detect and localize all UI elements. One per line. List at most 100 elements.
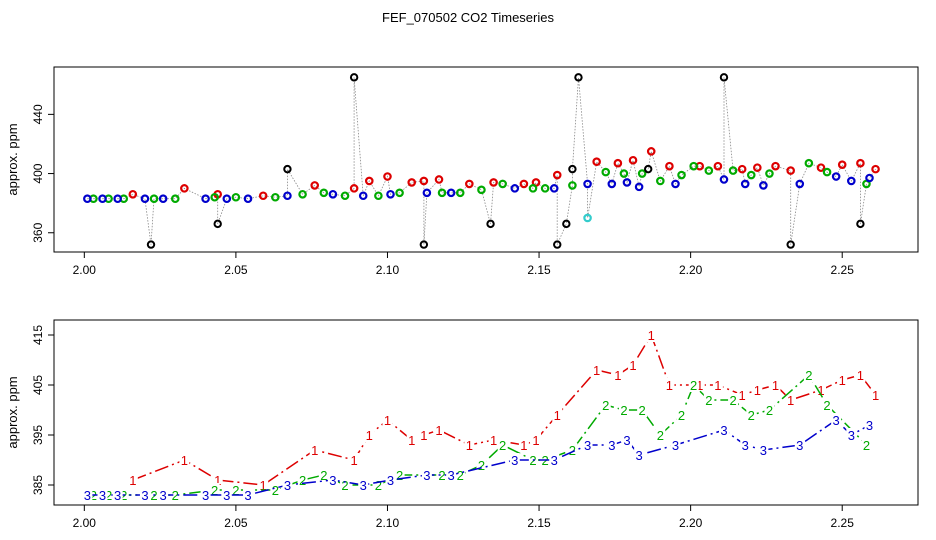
series-3-label: 3: [244, 488, 251, 503]
series-2-label: 2: [639, 403, 646, 418]
series-2-label-bg: [170, 488, 181, 502]
series-3-point: [201, 194, 210, 204]
series-3-point: [328, 189, 338, 199]
series-3-point: [83, 194, 92, 204]
series-3-label: 3: [833, 413, 840, 428]
series-3-point: [607, 179, 617, 189]
series-1-label: 1: [714, 378, 721, 393]
series-1-label-bg: [646, 328, 657, 342]
series-3-point: [358, 191, 368, 201]
series-2-label-bg: [497, 438, 508, 452]
series-2-label-bg: [230, 483, 241, 497]
series-2-label: 2: [478, 458, 485, 473]
series-3-label: 3: [141, 488, 148, 503]
series-2-point: [340, 191, 350, 201]
series-3-label-bg: [549, 453, 560, 467]
series-2-label: 2: [748, 408, 755, 423]
series-1-label: 1: [787, 393, 794, 408]
series-3-point: [622, 178, 632, 187]
series-3-label-bg: [509, 453, 520, 467]
series-2-label-bg: [618, 403, 629, 417]
series-3-label: 3: [760, 443, 767, 458]
series-3-label-bg: [758, 443, 769, 457]
series-1-label-bg: [552, 408, 563, 422]
series-3-label-bg: [358, 478, 369, 492]
series-2-label-bg: [340, 478, 351, 492]
series-2-label: 2: [805, 368, 812, 383]
series-1-point: [646, 147, 656, 156]
series-2-label-bg: [373, 478, 384, 492]
series-2-label-bg: [318, 468, 329, 482]
series-3-label: 3: [848, 428, 855, 443]
outlier-point: [643, 164, 653, 174]
series-1-label-bg: [418, 428, 429, 442]
series-2-point: [540, 184, 550, 193]
series-2-label: 2: [690, 378, 697, 393]
x-tick-label: 2.20: [679, 263, 703, 277]
series-3-label-bg: [718, 423, 729, 437]
outlier-point: [719, 73, 729, 82]
series-1-point: [128, 189, 138, 199]
series-3-label-bg: [446, 468, 457, 482]
series-1-point: [180, 184, 189, 193]
series-2-label: 2: [211, 483, 218, 498]
series-3-point: [158, 194, 168, 204]
series-2-label: 2: [272, 483, 279, 498]
series-1-label: 1: [614, 368, 621, 383]
series-2-label: 2: [320, 468, 327, 483]
series-1-label-bg: [434, 423, 445, 437]
series-1-label: 1: [772, 378, 779, 393]
outlier-point: [574, 73, 583, 82]
series-1-label: 1: [666, 378, 673, 393]
series-3-label: 3: [329, 473, 336, 488]
series-2-label-bg: [103, 488, 114, 502]
series-1-point: [856, 158, 865, 168]
y-tick-label: 395: [31, 425, 45, 445]
outlier-point: [786, 240, 795, 249]
series-2-label-bg: [688, 378, 699, 392]
series-2-label-bg: [297, 473, 308, 487]
series-1-label: 1: [754, 383, 761, 398]
series-1-point: [407, 178, 417, 187]
series-3-label-bg: [243, 488, 254, 502]
series-3-label: 3: [551, 453, 558, 468]
series-1-label-bg: [309, 443, 320, 457]
outlier-point: [553, 240, 562, 249]
series-1-point: [713, 161, 723, 171]
series-2-label-bg: [822, 398, 833, 412]
series-1-point: [364, 176, 374, 186]
series-2-label: 2: [232, 483, 239, 498]
series-1-label-bg: [815, 383, 826, 397]
series-2-label: 2: [569, 443, 576, 458]
series-1-label-bg: [349, 453, 360, 467]
series-2-label: 2: [375, 478, 382, 493]
series-3-label-bg: [200, 488, 211, 502]
y-tick-label: 400: [31, 163, 45, 183]
series-1-point: [753, 163, 762, 172]
series-2-point: [319, 188, 329, 198]
series-2-label: 2: [172, 488, 179, 503]
outlier-point: [486, 219, 495, 229]
x-tick-label: 2.10: [376, 516, 400, 530]
series-1-label-bg: [837, 373, 848, 387]
series-3-label: 3: [223, 488, 230, 503]
series-1-label-bg: [694, 378, 705, 392]
series-2-point: [822, 167, 832, 177]
series-3-point: [549, 184, 559, 193]
series-3-point: [243, 194, 253, 204]
series-1-label-bg: [612, 368, 623, 382]
series-3-point: [740, 179, 750, 189]
series-1-label: 1: [408, 433, 415, 448]
series-2-point: [568, 181, 577, 190]
series-2-label: 2: [766, 403, 773, 418]
series-1-point: [816, 163, 826, 172]
series-2-point: [619, 169, 629, 178]
bottom-panel: 2.00 2.05 2.10 2.15 2.20 2.25 385 395 405 415 appr…: [5, 319, 919, 530]
series-1-label: 1: [532, 433, 539, 448]
series-3-point: [446, 188, 456, 198]
cyan-point: [583, 213, 592, 223]
series-3-label-bg: [158, 488, 169, 502]
series-1-label-bg: [406, 433, 417, 447]
series-3-label-bg: [82, 488, 93, 502]
